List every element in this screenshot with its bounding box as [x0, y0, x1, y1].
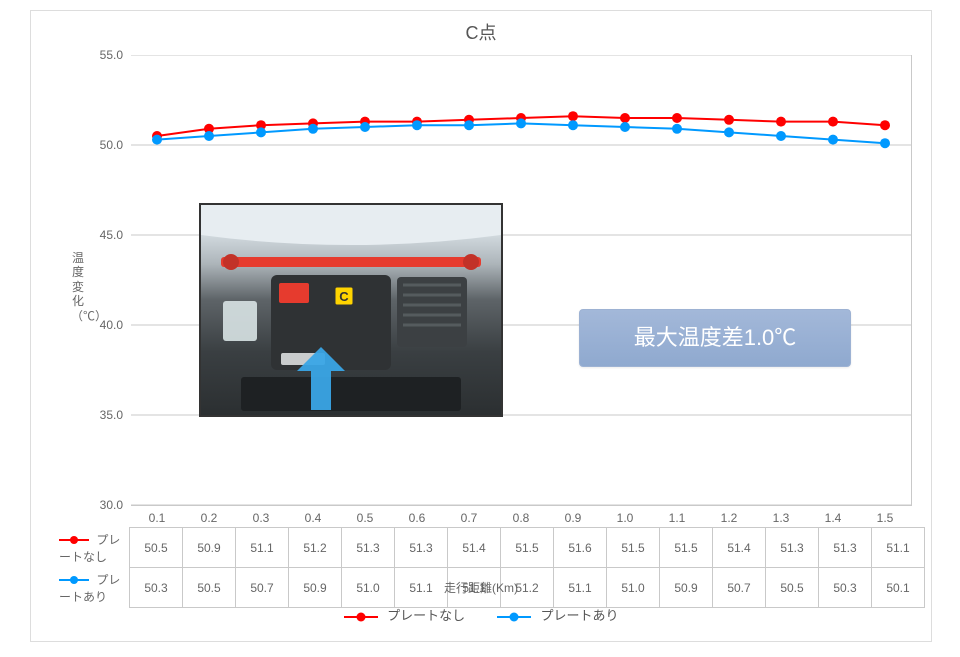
ytick-30: 30.0: [73, 498, 123, 512]
inset-engine-photo: C: [199, 203, 503, 417]
xtick-13: 1.4: [807, 511, 859, 525]
table-cell: 51.5: [607, 528, 660, 568]
table-cell: 51.1: [236, 528, 289, 568]
xtick-1: 0.2: [183, 511, 235, 525]
table-cell: 51.1: [872, 528, 925, 568]
table-cell: 51.3: [395, 528, 448, 568]
table-row-head-0: プレートなし: [59, 528, 130, 568]
legend: プレートなし プレートあり: [31, 605, 931, 624]
legend-label-1: プレートあり: [540, 608, 618, 623]
xtick-11: 1.2: [703, 511, 755, 525]
table-cell: 51.3: [819, 528, 872, 568]
xtick-5: 0.6: [391, 511, 443, 525]
y-axis-title: 温度変化（℃）: [71, 251, 85, 323]
chart-frame: C点 55.0 50.0 45.0 40.0 35.0 30.0 温度変化（℃）…: [30, 10, 932, 642]
ytick-50: 50.0: [73, 138, 123, 152]
chart-title: C点: [31, 19, 931, 45]
table-cell: 51.2: [289, 528, 342, 568]
table-cell: 51.4: [448, 528, 501, 568]
legend-label-0: プレートなし: [387, 608, 465, 623]
max-temp-diff-callout: 最大温度差1.0℃: [579, 309, 851, 367]
table-cell: 50.9: [183, 528, 236, 568]
table-cell: 51.3: [342, 528, 395, 568]
xtick-3: 0.4: [287, 511, 339, 525]
table-cell: 51.5: [660, 528, 713, 568]
ytick-55: 55.0: [73, 48, 123, 62]
xtick-0: 0.1: [131, 511, 183, 525]
xtick-7: 0.8: [495, 511, 547, 525]
table-cell: 51.3: [766, 528, 819, 568]
ytick-35: 35.0: [73, 408, 123, 422]
table-cell: 51.6: [554, 528, 607, 568]
table-cell: 51.4: [713, 528, 766, 568]
xtick-12: 1.3: [755, 511, 807, 525]
legend-item-nashi: プレートなし: [344, 605, 466, 624]
table-cell: 50.5: [130, 528, 183, 568]
legend-item-ari: プレートあり: [497, 605, 619, 624]
xtick-2: 0.3: [235, 511, 287, 525]
xtick-4: 0.5: [339, 511, 391, 525]
table-cell: 51.5: [501, 528, 554, 568]
xtick-8: 0.9: [547, 511, 599, 525]
xtick-14: 1.5: [859, 511, 911, 525]
x-axis-title: 走行距離(Km): [31, 579, 931, 596]
xtick-10: 1.1: [651, 511, 703, 525]
inset-marker-label: C: [339, 289, 349, 304]
xtick-9: 1.0: [599, 511, 651, 525]
xtick-6: 0.7: [443, 511, 495, 525]
ytick-45: 45.0: [73, 228, 123, 242]
